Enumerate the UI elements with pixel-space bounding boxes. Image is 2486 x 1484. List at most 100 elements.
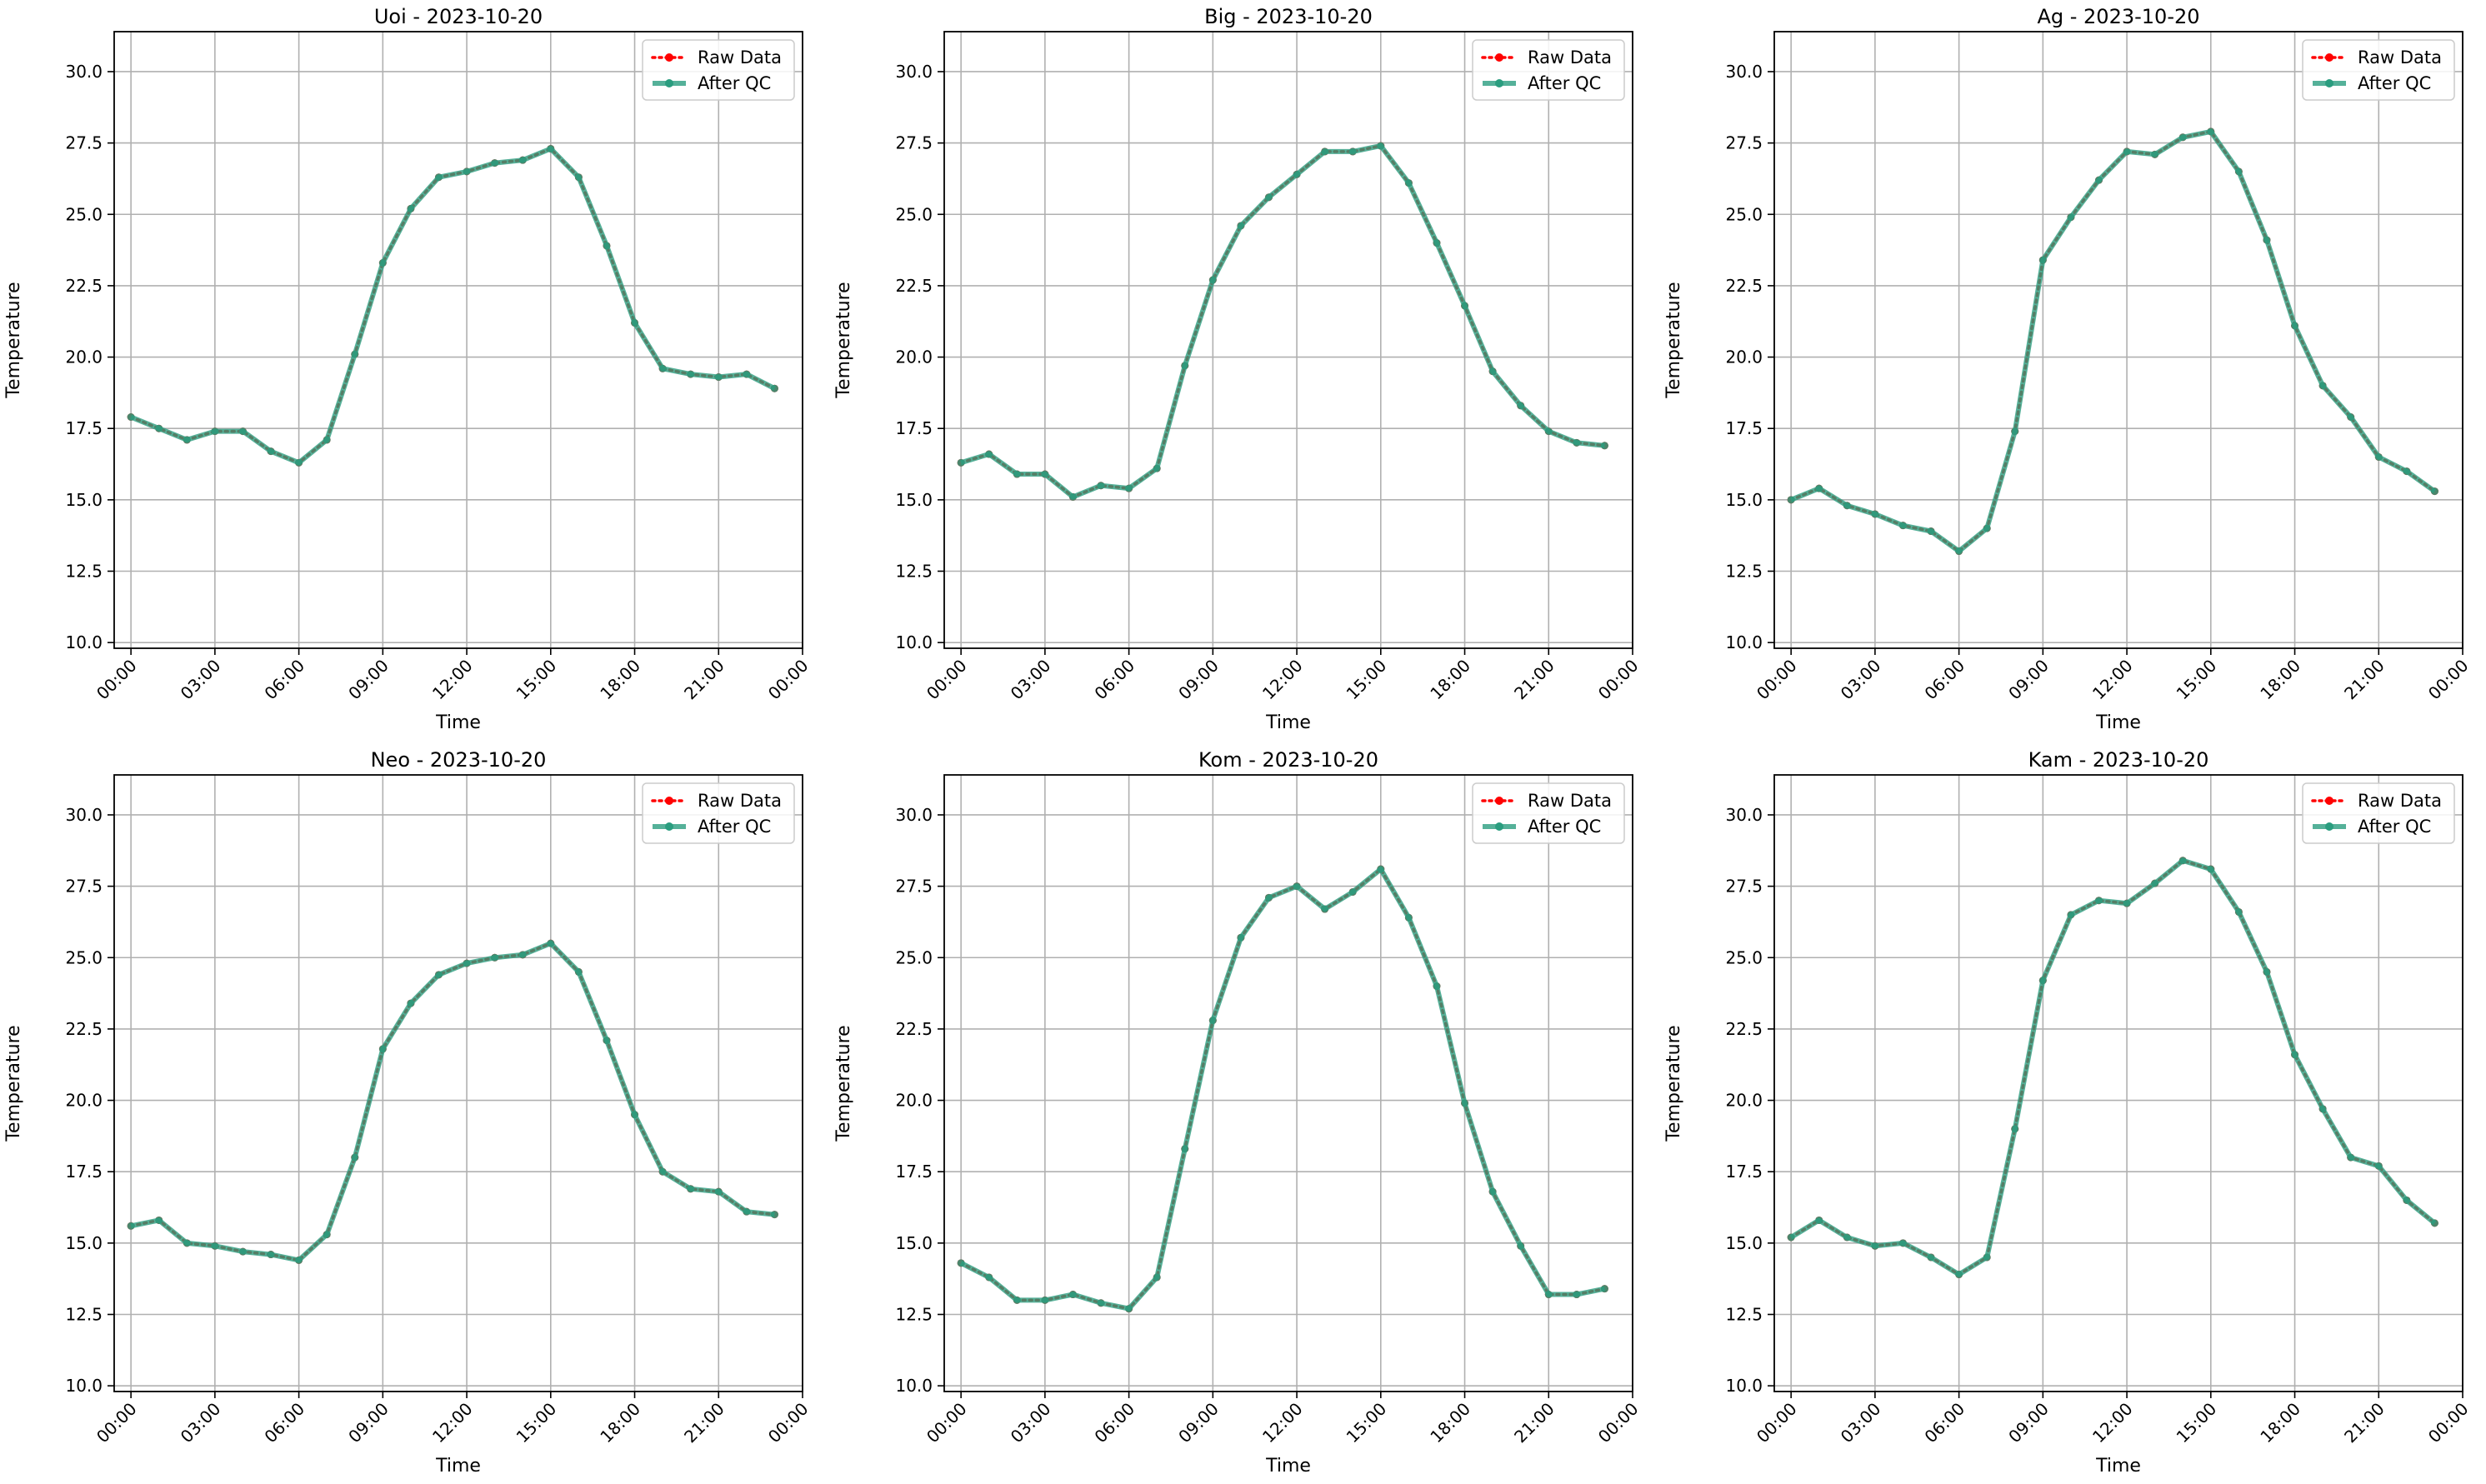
data-point-after-qc [1181, 362, 1189, 370]
series-line-raw-data [1789, 129, 2437, 553]
x-tick-label: 09:00 [344, 1399, 393, 1447]
data-point-after-qc [770, 384, 778, 392]
data-point-after-qc [1377, 865, 1385, 873]
data-point-after-qc [2011, 427, 2019, 436]
x-axis-label: Time [2095, 712, 2141, 733]
x-tick-label: 09:00 [1174, 1399, 1223, 1447]
y-tick-label: 25.0 [65, 947, 103, 967]
x-tick-label: 03:00 [1007, 1399, 1055, 1447]
axes-frame [1773, 31, 2463, 649]
data-point-after-qc [2318, 382, 2327, 390]
data-point-after-qc [2151, 879, 2159, 887]
data-point-after-qc [155, 1216, 163, 1224]
x-tick-label: 00:00 [923, 1399, 971, 1447]
x-tick-label: 18:00 [596, 656, 644, 704]
series-line-raw-data [129, 147, 777, 465]
legend: Raw Data After QC [1472, 782, 1625, 844]
data-point-after-qc [1927, 527, 1935, 536]
y-tick-label: 15.0 [65, 490, 103, 510]
data-point-after-qc [1237, 222, 1245, 230]
data-point-after-qc [770, 1211, 778, 1219]
data-point-after-qc [1843, 502, 1851, 510]
y-tick-label: 10.0 [65, 1376, 103, 1396]
data-point-after-qc [631, 318, 639, 327]
data-point-after-qc [2234, 167, 2243, 176]
legend-label-after-qc: After QC [1528, 817, 1601, 837]
x-tick-label: 18:00 [596, 1399, 644, 1447]
x-tick-label: 00:00 [764, 656, 813, 704]
y-tick-label: 25.0 [65, 204, 103, 224]
data-point-after-qc [1433, 982, 1441, 991]
x-tick-label: 00:00 [923, 656, 971, 704]
chart-title: Big - 2023-10-20 [1204, 5, 1373, 28]
data-point-after-qc [155, 424, 163, 432]
data-point-after-qc [1153, 464, 1161, 472]
x-tick-label: 09:00 [2004, 656, 2053, 704]
y-axis-label: Temperature [3, 282, 24, 398]
y-tick-label: 15.0 [1725, 1233, 1763, 1253]
chart-title: Kom - 2023-10-20 [1198, 748, 1378, 772]
legend-label-raw-data: Raw Data [698, 791, 782, 811]
data-point-after-qc [1488, 367, 1497, 376]
data-point-after-qc [2318, 1105, 2327, 1113]
data-point-after-qc [2178, 857, 2187, 865]
y-tick-label: 15.0 [895, 490, 933, 510]
y-axis-label: Temperature [3, 1025, 24, 1142]
data-point-after-qc [547, 939, 555, 947]
axes-frame [943, 31, 1633, 649]
x-tick-label: 12:00 [1258, 656, 1307, 704]
chart-title: Uoi - 2023-10-20 [374, 5, 543, 28]
subplot: 00:00 03:00 06:00 09:00 12:00 15:00 18:00 21:00… [1663, 5, 2473, 733]
data-point-after-qc [378, 259, 387, 267]
y-tick-label: 20.0 [895, 1091, 933, 1111]
data-point-after-qc [743, 370, 751, 378]
series-line-after-qc [129, 146, 776, 466]
series-line-raw-data [1789, 858, 2437, 1277]
data-point-after-qc [547, 144, 555, 152]
data-point-after-qc [1461, 302, 1469, 310]
data-point-after-qc [238, 1247, 247, 1256]
data-point-after-qc [2263, 967, 2271, 976]
data-point-after-qc [434, 971, 443, 979]
data-point-after-qc [211, 1242, 219, 1250]
data-point-after-qc [1097, 482, 1105, 490]
x-tick-label: 06:00 [260, 656, 308, 704]
data-point-after-qc [2347, 1153, 2355, 1162]
x-tick-label: 03:00 [1007, 656, 1055, 704]
y-tick-label: 30.0 [1725, 805, 1763, 825]
y-tick-label: 17.5 [895, 1162, 933, 1182]
data-point-after-qc [1208, 276, 1217, 284]
data-point-after-qc [1955, 1271, 1963, 1279]
data-point-after-qc [2094, 176, 2103, 184]
chart-title: Ag - 2023-10-20 [2037, 5, 2199, 28]
x-tick-label: 06:00 [1920, 1399, 1968, 1447]
y-tick-label: 27.5 [1725, 877, 1763, 897]
data-point-after-qc [183, 436, 191, 444]
legend: Raw Data After QC [2302, 782, 2455, 844]
data-point-after-qc [1573, 1291, 1581, 1299]
y-tick-label: 10.0 [895, 1376, 933, 1396]
x-tick-label: 03:00 [1837, 1399, 1885, 1447]
data-point-after-qc [2374, 1162, 2383, 1170]
data-point-after-qc [2430, 1219, 2438, 1227]
data-point-after-qc [183, 1239, 191, 1247]
subplot: 00:00 03:00 06:00 09:00 12:00 15:00 18:00 21:00… [1663, 748, 2473, 1477]
legend-marker-raw-data [1495, 53, 1503, 62]
series-line-after-qc [130, 941, 775, 1263]
data-point-after-qc [1237, 933, 1245, 942]
data-point-after-qc [1404, 913, 1413, 922]
data-point-after-qc [1321, 147, 1329, 156]
data-point-after-qc [2430, 487, 2438, 496]
data-point-after-qc [1544, 427, 1553, 436]
y-tick-label: 10.0 [1725, 1376, 1763, 1396]
data-point-after-qc [1348, 147, 1357, 156]
y-axis-label: Temperature [1663, 1025, 1684, 1142]
data-point-after-qc [1041, 470, 1049, 478]
data-point-after-qc [2011, 1125, 2019, 1133]
y-tick-label: 22.5 [65, 1019, 103, 1039]
data-point-after-qc [1153, 1273, 1161, 1282]
axes-frame [113, 31, 803, 649]
legend-label-raw-data: Raw Data [2358, 791, 2442, 811]
data-point-after-qc [2067, 213, 2075, 222]
data-point-after-qc [463, 959, 471, 967]
